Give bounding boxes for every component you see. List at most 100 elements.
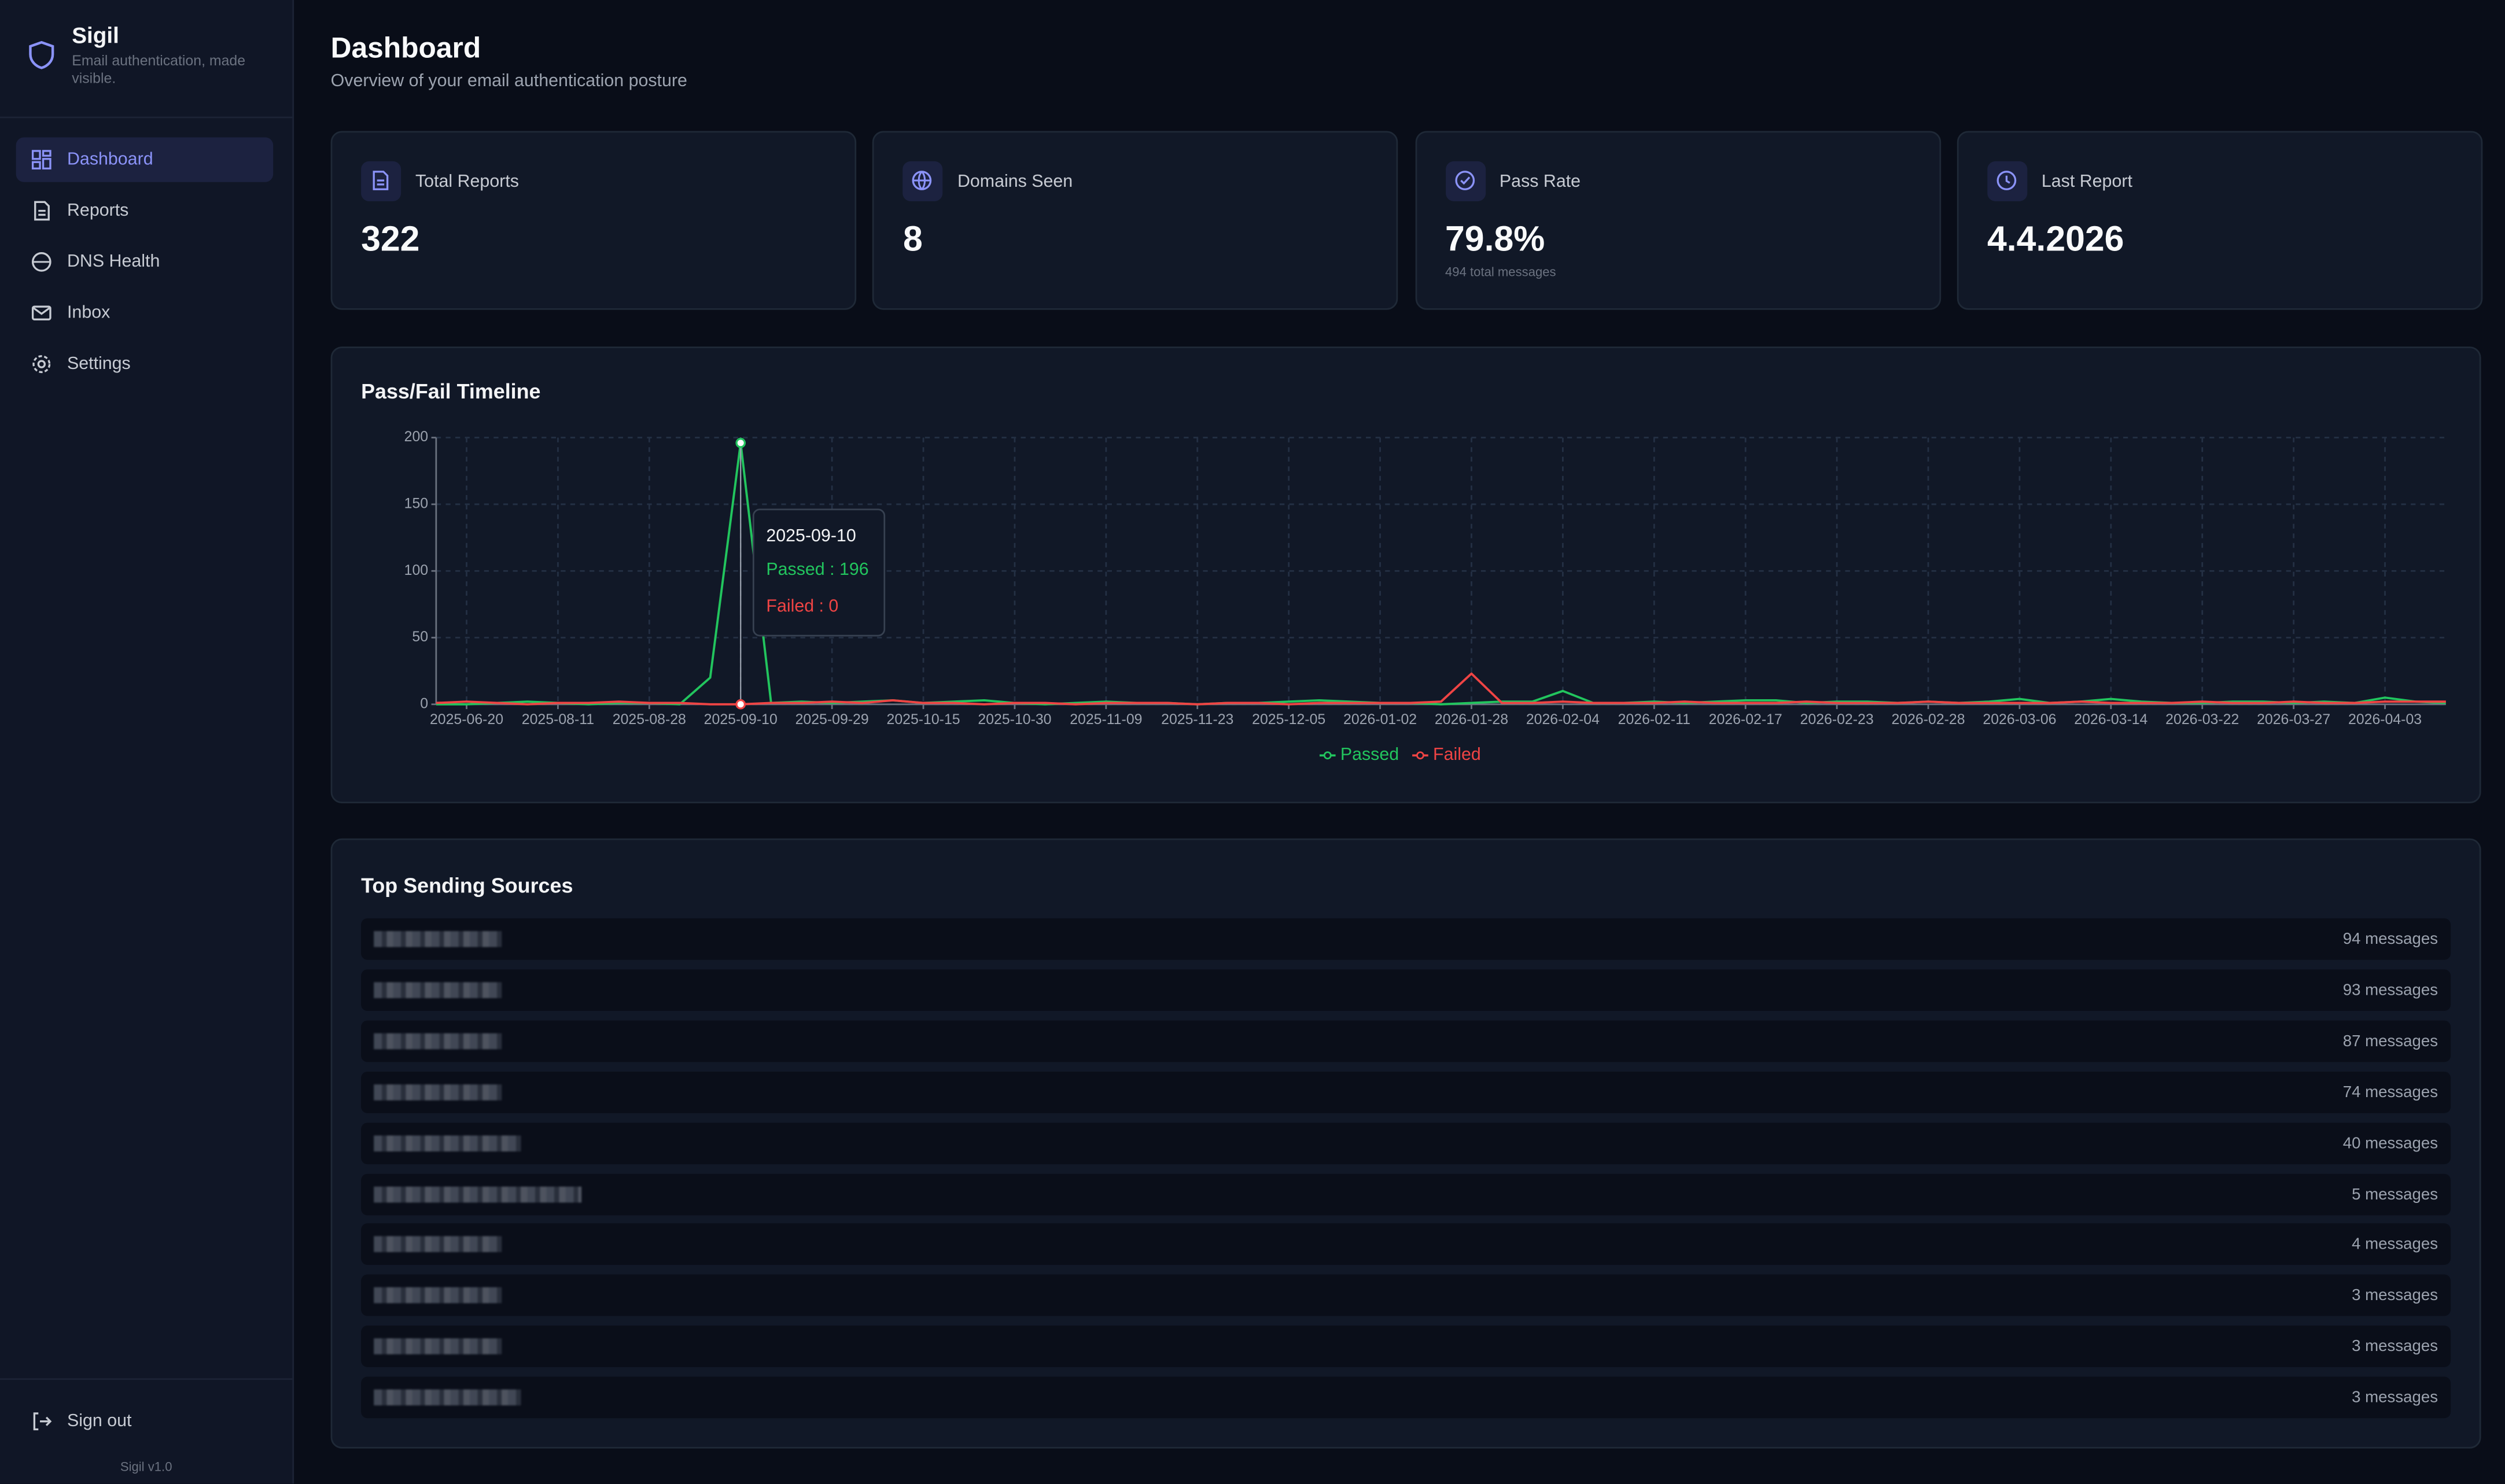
redacted-source <box>374 931 502 947</box>
redacted-source <box>374 1033 502 1049</box>
x-tick-label: 2026-03-27 <box>2257 712 2330 728</box>
x-tick-label: 2026-02-23 <box>1800 712 1874 728</box>
nav-label: Reports <box>67 201 129 221</box>
stat-card: Total Reports 322 <box>330 131 857 310</box>
legend-label: Passed <box>1340 745 1399 764</box>
x-tick-label: 2026-04-03 <box>2348 712 2422 728</box>
chart: Pass/Fail Timeline 0 50 100 150 200 2025-06-2… <box>361 380 2446 764</box>
y-tick-label: 50 <box>412 629 428 645</box>
stat-icon <box>1445 161 1486 201</box>
source-row[interactable]: 4 messages <box>361 1224 2451 1266</box>
y-tick-label: 0 <box>420 696 428 711</box>
sources-title: Top Sending Sources <box>361 873 573 898</box>
x-tick-label: 2026-03-06 <box>1983 712 2056 728</box>
x-tick-label: 2026-02-04 <box>1526 712 1600 728</box>
stat-value: 4.4.2026 <box>1987 219 2124 259</box>
x-tick-label: 2025-06-20 <box>430 712 503 728</box>
x-tick-label: 2025-08-28 <box>613 712 686 728</box>
source-row[interactable]: 3 messages <box>361 1275 2451 1317</box>
stat-value: 8 <box>903 219 923 259</box>
logo <box>29 40 54 69</box>
source-row[interactable]: 74 messages <box>361 1071 2451 1113</box>
nav-item[interactable]: Settings <box>16 342 274 386</box>
tooltip-value: 196 <box>839 560 869 579</box>
tooltip-item: Passed : 196 <box>766 560 868 579</box>
x-tick-label: 2026-01-02 <box>1343 712 1417 728</box>
stat-card: Last Report 4.4.2026 <box>1957 131 2483 310</box>
page-subtitle: Overview of your email authentication po… <box>330 72 687 91</box>
sources-card: Top Sending Sources 94 messages 93 messag… <box>330 838 2481 1449</box>
x-tick-label: 2026-02-17 <box>1709 712 1782 728</box>
nav-item[interactable]: Reports <box>16 189 274 233</box>
redacted-source <box>374 1084 502 1100</box>
redacted-source <box>374 1287 502 1304</box>
stat-card: Domains Seen 8 <box>872 131 1399 310</box>
source-row[interactable]: 40 messages <box>361 1122 2451 1164</box>
tooltip-date: 2025-09-10 <box>766 526 856 545</box>
stat-icon <box>1987 161 2028 201</box>
source-row[interactable]: 3 messages <box>361 1326 2451 1368</box>
sign-out[interactable]: Sign out <box>16 1399 274 1444</box>
sign-out-label: Sign out <box>67 1412 132 1431</box>
source-row[interactable]: 94 messages <box>361 918 2451 960</box>
sidebar: Sigil Email authentication, made visible… <box>0 0 294 1484</box>
source-row[interactable]: 93 messages <box>361 969 2451 1011</box>
x-tick-label: 2025-12-05 <box>1252 712 1325 728</box>
nav-label: DNS Health <box>67 252 160 272</box>
x-tick-label: 2025-10-30 <box>978 712 1051 728</box>
tooltip-box <box>752 508 886 637</box>
stat-icon <box>903 161 944 201</box>
divider <box>0 1378 293 1380</box>
redacted-source <box>374 1389 521 1406</box>
source-count: 3 messages <box>2352 1287 2438 1305</box>
redacted-source <box>374 982 502 998</box>
active-dot <box>735 438 746 448</box>
source-count: 94 messages <box>2342 931 2438 949</box>
source-row[interactable]: 5 messages <box>361 1173 2451 1215</box>
y-tick-label: 150 <box>404 496 428 511</box>
tagline: Email authentication, made visible. <box>72 53 246 87</box>
source-row[interactable]: 3 messages <box>361 1376 2451 1419</box>
x-tick-label: 2026-03-22 <box>2165 712 2239 728</box>
x-tick-label: 2026-01-28 <box>1435 712 1508 728</box>
y-tick-label: 100 <box>404 563 428 578</box>
x-tick-label: 2025-11-23 <box>1161 712 1233 728</box>
source-count: 5 messages <box>2352 1186 2438 1204</box>
stat-label: Domains Seen <box>957 172 1073 192</box>
nav-label: Settings <box>67 355 131 374</box>
source-count: 74 messages <box>2342 1084 2438 1102</box>
chart-card: Pass/Fail Timeline 0 50 100 150 200 2025-06-2… <box>330 346 2481 804</box>
x-tick-label: 2026-02-28 <box>1891 712 1965 728</box>
nav-item[interactable]: Dashboard <box>16 137 274 182</box>
stat-value: 79.8% <box>1445 219 1545 259</box>
tooltip-sep: : <box>825 560 839 579</box>
legend-swatch <box>1323 751 1332 760</box>
nav-item[interactable]: Inbox <box>16 291 274 335</box>
source-row[interactable]: 87 messages <box>361 1020 2451 1062</box>
source-count: 40 messages <box>2342 1135 2438 1153</box>
redacted-source <box>374 1186 582 1202</box>
x-tick-label: 2026-03-14 <box>2074 712 2147 728</box>
legend-swatch <box>1416 751 1424 760</box>
stat-label: Total Reports <box>415 172 519 192</box>
source-count: 4 messages <box>2352 1236 2438 1254</box>
version: Sigil v1.0 <box>120 1459 172 1474</box>
divider <box>0 116 293 119</box>
x-tick-label: 2025-09-10 <box>704 712 778 728</box>
source-count: 3 messages <box>2352 1389 2438 1408</box>
y-tick-label: 200 <box>404 429 428 445</box>
nav-label: Dashboard <box>67 150 153 169</box>
redacted-source <box>374 1135 521 1151</box>
x-tick-label: 2025-10-15 <box>887 712 960 728</box>
x-tick-label: 2025-11-09 <box>1070 712 1142 728</box>
stat-note: 494 total messages <box>1445 265 1556 280</box>
tooltip-value: 0 <box>828 596 838 615</box>
x-tick-label: 2025-09-29 <box>795 712 869 728</box>
source-count: 87 messages <box>2342 1033 2438 1051</box>
stat-label: Last Report <box>2041 172 2132 192</box>
nav-item[interactable]: DNS Health <box>16 239 274 284</box>
x-tick-label: 2025-08-11 <box>522 712 594 728</box>
source-count: 3 messages <box>2352 1338 2438 1357</box>
